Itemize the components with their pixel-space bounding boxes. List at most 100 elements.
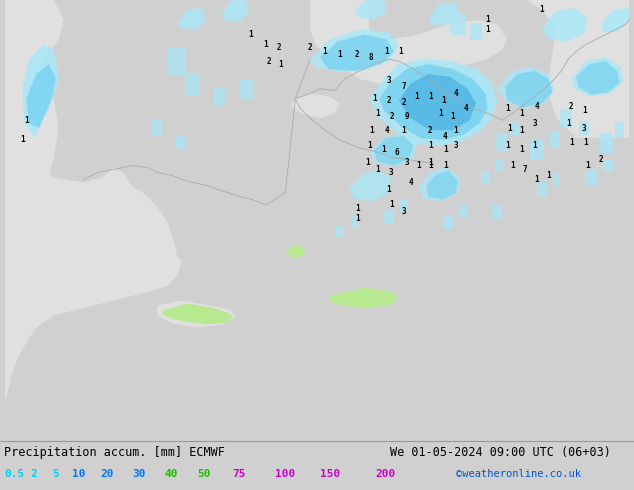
Text: 1: 1 — [443, 161, 448, 170]
Text: 2: 2 — [428, 125, 432, 135]
Text: 3: 3 — [454, 141, 458, 150]
Text: 1: 1 — [387, 185, 391, 194]
Text: 1: 1 — [389, 200, 394, 210]
Text: 1: 1 — [428, 161, 432, 170]
Polygon shape — [505, 71, 553, 107]
Text: 1: 1 — [24, 116, 29, 125]
Text: 3: 3 — [389, 168, 393, 177]
Polygon shape — [418, 168, 460, 201]
Text: 20: 20 — [100, 469, 113, 479]
Text: 1: 1 — [584, 138, 588, 147]
Polygon shape — [510, 121, 520, 135]
Text: 1: 1 — [454, 125, 458, 135]
Polygon shape — [399, 74, 476, 130]
Polygon shape — [603, 159, 612, 172]
Text: 1: 1 — [540, 5, 544, 14]
Text: 1: 1 — [278, 60, 283, 69]
Text: 8: 8 — [369, 52, 373, 62]
Polygon shape — [177, 8, 207, 29]
Polygon shape — [320, 34, 394, 71]
Polygon shape — [443, 215, 453, 229]
Text: 1: 1 — [385, 47, 389, 56]
Text: 1: 1 — [507, 123, 512, 133]
Text: 1: 1 — [249, 30, 253, 39]
Polygon shape — [157, 300, 236, 327]
Polygon shape — [459, 206, 467, 218]
Polygon shape — [530, 140, 544, 160]
Text: 5: 5 — [52, 469, 59, 479]
Polygon shape — [614, 122, 624, 138]
Text: 1: 1 — [533, 141, 537, 150]
Polygon shape — [185, 73, 198, 95]
Polygon shape — [384, 210, 394, 224]
Polygon shape — [599, 133, 612, 153]
Text: 1: 1 — [569, 138, 574, 147]
Text: 7: 7 — [522, 165, 527, 174]
Polygon shape — [585, 170, 597, 185]
Text: 100: 100 — [275, 469, 295, 479]
Text: 1: 1 — [337, 49, 342, 59]
Polygon shape — [553, 173, 560, 185]
Text: 1: 1 — [398, 47, 403, 56]
Polygon shape — [496, 134, 508, 152]
Text: 3: 3 — [387, 76, 391, 85]
Text: 1: 1 — [382, 146, 386, 154]
Text: 1: 1 — [586, 161, 590, 170]
Text: 3: 3 — [401, 207, 406, 217]
Text: 30: 30 — [132, 469, 145, 479]
Text: 1: 1 — [355, 214, 359, 223]
Text: 1: 1 — [428, 141, 432, 150]
Text: 4: 4 — [385, 125, 389, 135]
Polygon shape — [601, 8, 630, 32]
Polygon shape — [576, 61, 619, 95]
Text: 7: 7 — [401, 82, 406, 91]
Polygon shape — [239, 79, 253, 98]
Polygon shape — [427, 171, 458, 199]
Polygon shape — [481, 171, 491, 184]
Text: 2: 2 — [389, 112, 394, 121]
Text: 1: 1 — [20, 135, 25, 145]
Text: 1: 1 — [534, 175, 539, 184]
Text: 1: 1 — [355, 204, 359, 214]
Text: 1: 1 — [375, 109, 379, 118]
Polygon shape — [168, 48, 186, 75]
Text: 1: 1 — [547, 171, 551, 180]
Polygon shape — [4, 59, 172, 384]
Text: 150: 150 — [320, 469, 340, 479]
Text: 2: 2 — [569, 102, 574, 111]
Polygon shape — [450, 14, 466, 35]
Polygon shape — [369, 59, 497, 146]
Text: 1: 1 — [520, 146, 524, 154]
Polygon shape — [541, 8, 588, 41]
Text: 50: 50 — [197, 469, 210, 479]
Text: 1: 1 — [372, 94, 377, 103]
Polygon shape — [4, 0, 182, 434]
Text: ©weatheronline.co.uk: ©weatheronline.co.uk — [456, 469, 581, 479]
Text: 1: 1 — [375, 165, 379, 174]
Text: 4: 4 — [408, 178, 413, 187]
Text: 4: 4 — [454, 89, 458, 98]
Polygon shape — [88, 182, 177, 284]
Text: 1: 1 — [520, 109, 524, 118]
Polygon shape — [152, 120, 162, 136]
Polygon shape — [336, 226, 344, 238]
Text: 2: 2 — [307, 43, 313, 52]
Text: 2: 2 — [266, 57, 271, 66]
Text: 1: 1 — [582, 106, 586, 115]
Text: 6: 6 — [394, 148, 399, 157]
Polygon shape — [527, 0, 630, 138]
Polygon shape — [214, 88, 225, 105]
Polygon shape — [285, 245, 305, 258]
Text: 1: 1 — [443, 146, 448, 154]
Text: 1: 1 — [438, 109, 443, 118]
Text: 0.5: 0.5 — [4, 469, 24, 479]
Polygon shape — [22, 45, 59, 138]
Text: 1: 1 — [485, 25, 490, 34]
Polygon shape — [579, 121, 589, 135]
Polygon shape — [310, 29, 399, 71]
Polygon shape — [221, 0, 249, 22]
Polygon shape — [560, 109, 573, 127]
Text: 9: 9 — [404, 112, 409, 121]
Text: We 01-05-2024 09:00 UTC (06+03): We 01-05-2024 09:00 UTC (06+03) — [390, 446, 611, 459]
Text: 1: 1 — [566, 119, 571, 128]
